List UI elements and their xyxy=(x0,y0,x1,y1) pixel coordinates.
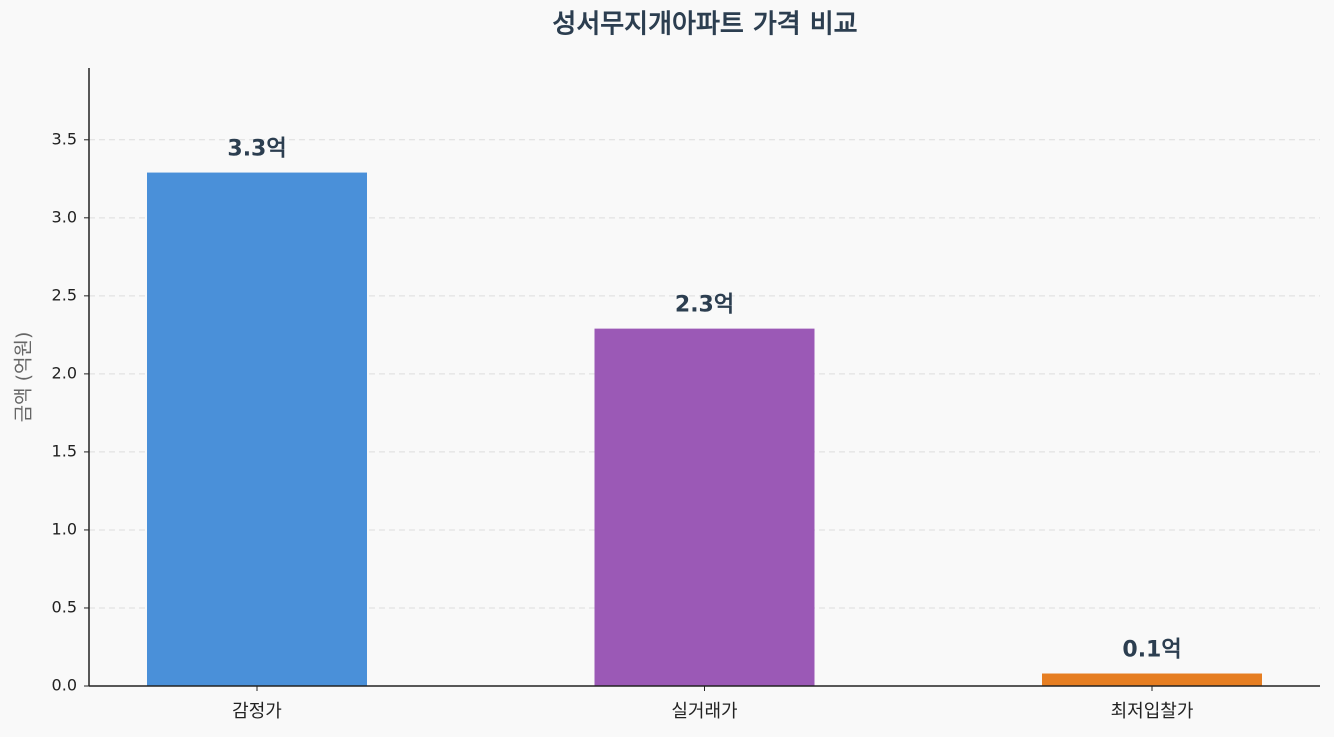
y-tick-label: 3.0 xyxy=(52,207,77,226)
x-tick-label: 실거래가 xyxy=(671,701,737,722)
value-label: 3.3억 xyxy=(227,137,286,162)
y-tick-label: 1.5 xyxy=(52,441,77,460)
y-tick-label: 2.0 xyxy=(52,363,77,382)
y-tick-label: 0.5 xyxy=(52,597,77,616)
y-tick-label: 0.0 xyxy=(52,676,77,695)
value-label: 0.1억 xyxy=(1122,638,1181,663)
y-tick-label: 3.5 xyxy=(52,129,77,148)
bar xyxy=(1042,673,1262,686)
x-tick-label: 최저입찰가 xyxy=(1111,701,1194,722)
y-tick-label: 1.0 xyxy=(52,519,77,538)
bar xyxy=(594,328,815,686)
chart-title: 성서무지개아파트 가격 비교 xyxy=(552,10,857,40)
x-tick-label: 감정가 xyxy=(232,701,282,722)
bar xyxy=(147,172,367,686)
value-label: 2.3억 xyxy=(675,293,734,318)
y-axis-label: 금액 (억원) xyxy=(13,332,35,423)
y-tick-label: 2.5 xyxy=(52,285,77,304)
